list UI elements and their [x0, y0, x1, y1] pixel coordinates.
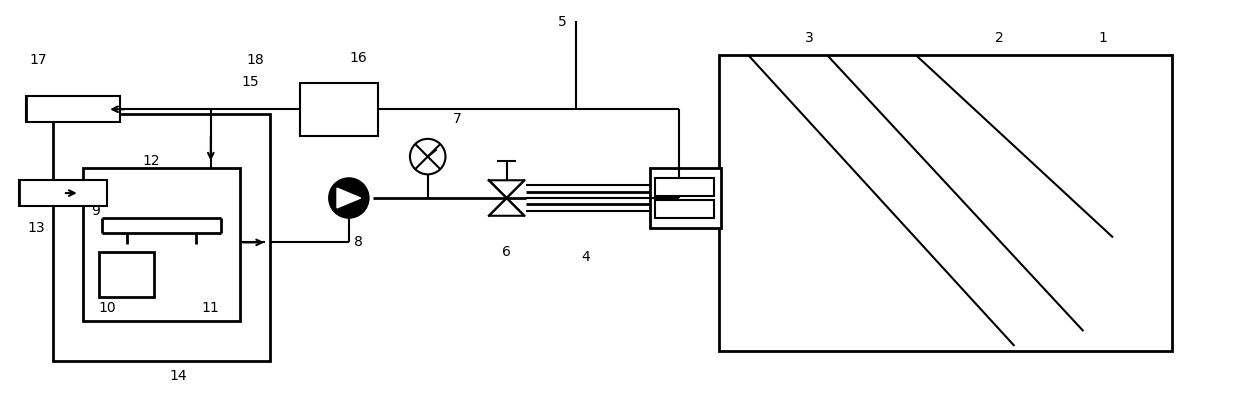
Text: 16: 16 — [350, 51, 367, 65]
Text: 3: 3 — [805, 31, 813, 45]
Text: 8: 8 — [355, 235, 363, 250]
Text: 15: 15 — [242, 75, 259, 89]
Bar — [83, 168, 241, 321]
Text: 2: 2 — [996, 31, 1004, 45]
Bar — [53, 114, 270, 361]
Circle shape — [329, 178, 368, 218]
Bar — [300, 83, 378, 136]
Bar — [26, 96, 120, 122]
Text: 13: 13 — [27, 220, 45, 234]
Polygon shape — [337, 188, 361, 208]
Text: 5: 5 — [558, 16, 567, 29]
Text: 7: 7 — [453, 112, 461, 126]
Text: 12: 12 — [143, 154, 160, 168]
Text: 9: 9 — [91, 204, 100, 218]
Bar — [99, 252, 154, 297]
Text: 14: 14 — [170, 369, 187, 382]
Text: 18: 18 — [247, 53, 264, 67]
Text: 4: 4 — [582, 250, 590, 264]
Bar — [655, 200, 714, 218]
Circle shape — [410, 139, 445, 174]
Text: 10: 10 — [98, 301, 117, 316]
Text: 11: 11 — [202, 301, 219, 316]
Bar — [650, 168, 720, 228]
Text: 1: 1 — [1099, 31, 1107, 45]
Bar — [719, 55, 1172, 351]
Bar — [19, 180, 107, 206]
Text: 6: 6 — [502, 245, 511, 259]
Text: 17: 17 — [30, 53, 47, 67]
Bar — [655, 178, 714, 196]
